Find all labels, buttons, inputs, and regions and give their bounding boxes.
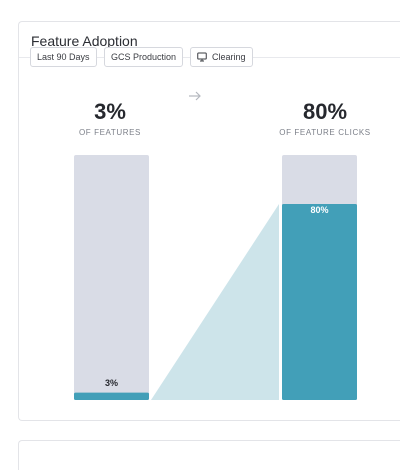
adoption-connector-shape xyxy=(151,204,279,400)
card-title: Feature Adoption xyxy=(31,33,138,49)
left-stat-caption: OF FEATURES xyxy=(78,128,141,137)
features-bar-track xyxy=(74,155,149,400)
right-stat-value: 80% xyxy=(302,99,348,124)
features-bar-fill xyxy=(74,392,149,400)
feature-clicks-bar-data-label: 80% xyxy=(310,205,329,215)
monitor-icon xyxy=(197,52,207,62)
environment-filter-chip[interactable]: GCS Production xyxy=(104,47,184,67)
app-filter-label: Clearing xyxy=(212,52,246,62)
features-bar-data-label: 3% xyxy=(104,377,118,388)
date-range-filter-chip[interactable]: Last 90 Days xyxy=(30,47,97,67)
feature-clicks-bar-fill xyxy=(282,204,357,400)
date-range-filter-label: Last 90 Days xyxy=(37,52,90,62)
right-stat-caption: OF FEATURE CLICKS xyxy=(279,128,371,137)
environment-filter-label: GCS Production xyxy=(111,52,177,62)
arrow-right-icon xyxy=(189,91,201,101)
left-stat-value: 3% xyxy=(94,99,126,124)
app-filter-chip[interactable]: Clearing xyxy=(190,47,253,67)
adoption-chart xyxy=(74,155,357,400)
next-card-edge xyxy=(18,440,400,470)
